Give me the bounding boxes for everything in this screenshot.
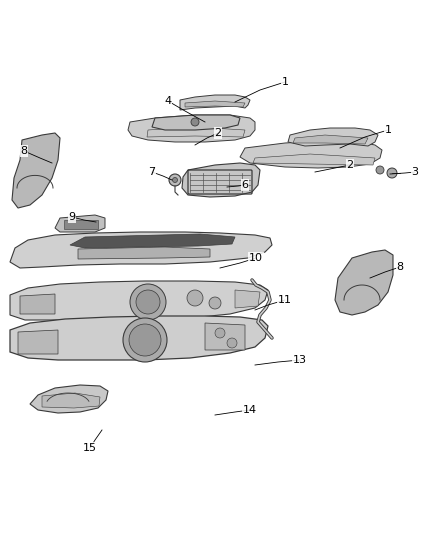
Polygon shape xyxy=(240,141,382,168)
Text: 9: 9 xyxy=(68,212,76,222)
Text: 11: 11 xyxy=(278,295,292,305)
Polygon shape xyxy=(335,250,393,315)
Polygon shape xyxy=(10,281,268,320)
Polygon shape xyxy=(55,215,105,232)
Circle shape xyxy=(227,338,237,348)
Polygon shape xyxy=(70,234,235,248)
Polygon shape xyxy=(42,393,100,408)
Polygon shape xyxy=(78,247,210,259)
Circle shape xyxy=(130,284,166,320)
Polygon shape xyxy=(235,290,260,308)
Text: 15: 15 xyxy=(83,443,97,453)
Text: 10: 10 xyxy=(249,253,263,263)
Circle shape xyxy=(209,297,221,309)
Text: 6: 6 xyxy=(241,180,248,190)
Text: 1: 1 xyxy=(282,77,289,87)
Circle shape xyxy=(129,324,161,356)
Circle shape xyxy=(191,118,199,126)
Polygon shape xyxy=(10,316,268,360)
Text: 7: 7 xyxy=(148,167,155,177)
Polygon shape xyxy=(12,133,60,208)
Polygon shape xyxy=(185,101,245,107)
Polygon shape xyxy=(20,294,55,314)
Polygon shape xyxy=(152,115,240,130)
Text: 14: 14 xyxy=(243,405,257,415)
Polygon shape xyxy=(180,95,250,110)
Circle shape xyxy=(376,166,384,174)
Text: 4: 4 xyxy=(164,96,172,106)
Circle shape xyxy=(215,328,225,338)
Polygon shape xyxy=(205,323,245,350)
Polygon shape xyxy=(253,154,375,165)
Text: 3: 3 xyxy=(411,167,418,177)
Circle shape xyxy=(123,318,167,362)
Polygon shape xyxy=(147,127,245,137)
Text: 8: 8 xyxy=(21,146,28,156)
Text: 13: 13 xyxy=(293,355,307,365)
Polygon shape xyxy=(64,220,98,229)
Polygon shape xyxy=(293,135,368,144)
Text: 2: 2 xyxy=(346,160,353,170)
Circle shape xyxy=(387,168,397,178)
Text: 8: 8 xyxy=(396,262,403,272)
Polygon shape xyxy=(128,115,255,142)
Polygon shape xyxy=(30,385,108,413)
Circle shape xyxy=(169,174,181,186)
Circle shape xyxy=(187,290,203,306)
Polygon shape xyxy=(288,128,378,146)
Circle shape xyxy=(173,177,177,182)
Polygon shape xyxy=(10,232,272,268)
Circle shape xyxy=(136,290,160,314)
Polygon shape xyxy=(18,330,58,354)
Text: 1: 1 xyxy=(385,125,392,135)
Text: 2: 2 xyxy=(215,128,222,138)
Polygon shape xyxy=(182,163,260,197)
